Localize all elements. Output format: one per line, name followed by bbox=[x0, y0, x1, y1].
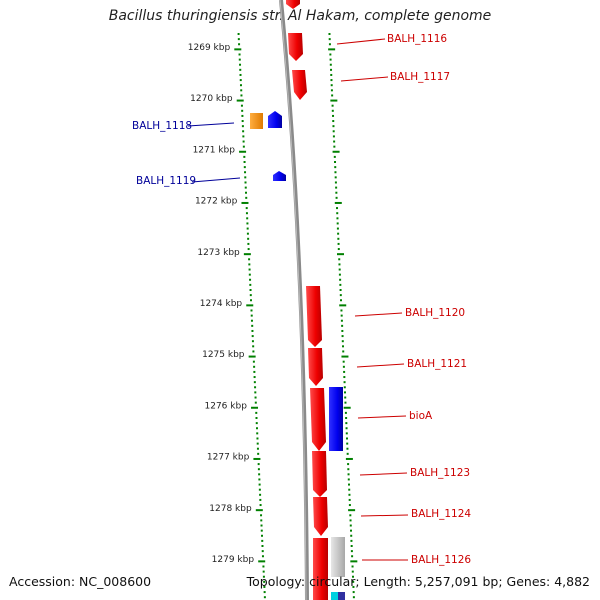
gene-glyph-balh-1124[interactable] bbox=[313, 497, 328, 536]
gene-glyph-balh-1126[interactable] bbox=[313, 538, 328, 600]
ruler-label: 1278 kbp bbox=[209, 504, 252, 514]
gene-glyph-bioa[interactable] bbox=[310, 388, 326, 451]
ruler-label: 1274 kbp bbox=[200, 299, 243, 309]
ruler-label: 1272 kbp bbox=[195, 197, 238, 207]
gene-glyph-partial-top[interactable] bbox=[286, 0, 300, 9]
gene-label-balh-1123[interactable]: BALH_1123 bbox=[410, 467, 470, 479]
gene-glyph-bioa-reverse[interactable] bbox=[329, 387, 343, 451]
gene-glyph-balh-1117[interactable] bbox=[292, 70, 307, 100]
gene-glyph-balh-1118-other[interactable] bbox=[250, 113, 263, 129]
leader-bioa bbox=[357, 415, 407, 419]
ruler-label: 1277 kbp bbox=[207, 453, 250, 463]
gene-label-layer: BALH_1116 BALH_1117 BALH_1118 BALH_1119 … bbox=[132, 33, 471, 566]
gene-label-balh-1119[interactable]: BALH_1119 bbox=[136, 175, 196, 187]
gene-label-balh-1116[interactable]: BALH_1116 bbox=[387, 33, 447, 45]
gene-glyph-balh-1120[interactable] bbox=[306, 286, 322, 347]
leader-balh-1119 bbox=[191, 177, 241, 183]
gene-glyph-grey-feature[interactable] bbox=[331, 537, 345, 577]
gene-glyph-balh-1118[interactable] bbox=[268, 111, 282, 128]
gene-glyph-balh-1119[interactable] bbox=[273, 171, 286, 181]
leader-balh-1116 bbox=[336, 38, 386, 45]
gene-label-bioa[interactable]: bioA bbox=[409, 410, 433, 422]
topology-text: Topology: circular; Length: 5,257,091 bp… bbox=[246, 574, 590, 589]
gene-label-balh-1120[interactable]: BALH_1120 bbox=[405, 307, 465, 319]
backbone-highlight bbox=[279, 0, 307, 600]
feature-track bbox=[250, 0, 345, 600]
ruler-label: 1271 kbp bbox=[193, 145, 236, 155]
gene-label-balh-1117[interactable]: BALH_1117 bbox=[390, 71, 450, 83]
position-ruler: 1269 kbp 1270 kbp 1271 kbp 1272 kbp 1273 kbp… bbox=[188, 43, 255, 565]
gene-label-balh-1121[interactable]: BALH_1121 bbox=[407, 358, 467, 370]
gene-glyph-balh-1123[interactable] bbox=[312, 451, 327, 497]
outer-tick-track bbox=[328, 33, 358, 599]
ruler-label: 1269 kbp bbox=[188, 43, 231, 53]
leader-balh-1124 bbox=[360, 514, 409, 517]
gene-glyph-cyan-feature[interactable] bbox=[331, 592, 338, 600]
gene-glyph-balh-1121[interactable] bbox=[308, 348, 323, 386]
accession-text: Accession: NC_008600 bbox=[9, 574, 152, 589]
ruler-label: 1270 kbp bbox=[190, 94, 233, 104]
ruler-label: 1276 kbp bbox=[205, 401, 248, 411]
backbone-line bbox=[279, 0, 309, 600]
leader-balh-1118 bbox=[187, 122, 235, 127]
ruler-label: 1273 kbp bbox=[197, 248, 240, 258]
gene-label-balh-1118[interactable]: BALH_1118 bbox=[132, 120, 192, 132]
leader-balh-1117 bbox=[340, 76, 389, 82]
leader-balh-1121 bbox=[356, 363, 405, 368]
gene-label-balh-1126[interactable]: BALH_1126 bbox=[411, 554, 471, 566]
gene-label-balh-1124[interactable]: BALH_1124 bbox=[411, 508, 471, 520]
gene-glyph-navy-feature[interactable] bbox=[338, 592, 345, 600]
inner-tick-track bbox=[234, 33, 266, 599]
ruler-label: 1275 kbp bbox=[202, 350, 245, 360]
leader-balh-1123 bbox=[359, 472, 408, 476]
map-title: Bacillus thuringiensis str. Al Hakam, co… bbox=[108, 8, 492, 24]
ruler-label: 1279 kbp bbox=[212, 555, 255, 565]
leader-balh-1120 bbox=[354, 312, 403, 317]
gene-glyph-balh-1116[interactable] bbox=[288, 33, 303, 61]
